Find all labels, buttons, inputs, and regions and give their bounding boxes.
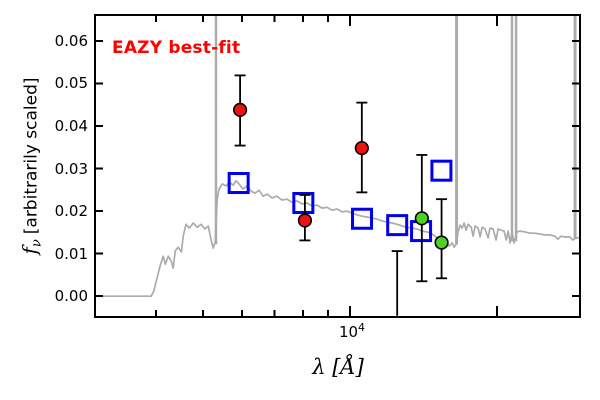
model-photometry-square [292, 192, 315, 215]
x-tick-exponent: 4 [358, 321, 366, 334]
observed-point-red [297, 213, 313, 228]
annotation-eazy-best-fit: EAZY best-fit [112, 38, 241, 58]
y-tick-label: 0.04 [54, 117, 88, 136]
model-photometry-square [351, 207, 374, 230]
observed-point-green [434, 235, 449, 250]
y-tick-label: 0.00 [54, 287, 88, 306]
observed-point-green [414, 211, 429, 226]
y-tick-label: 0.06 [54, 31, 88, 50]
model-photometry-square [386, 214, 409, 237]
model-photometry-square [227, 172, 250, 195]
observed-point-red [354, 141, 369, 156]
x-tick-label: 104 [328, 321, 376, 341]
y-tick-label: 0.02 [54, 202, 88, 221]
y-tick-label: 0.05 [54, 74, 88, 93]
plot-area [95, 16, 580, 316]
model-spectrum-curve [95, 180, 580, 298]
observed-point-red [232, 102, 248, 117]
model-photometry-square [430, 159, 453, 182]
y-tick-label: 0.03 [54, 159, 88, 178]
y-tick-label: 0.01 [54, 244, 88, 263]
x-axis-label: λ [Å] [312, 355, 364, 379]
axes-frame [94, 14, 581, 318]
x-tick-base: 10 [338, 323, 359, 341]
